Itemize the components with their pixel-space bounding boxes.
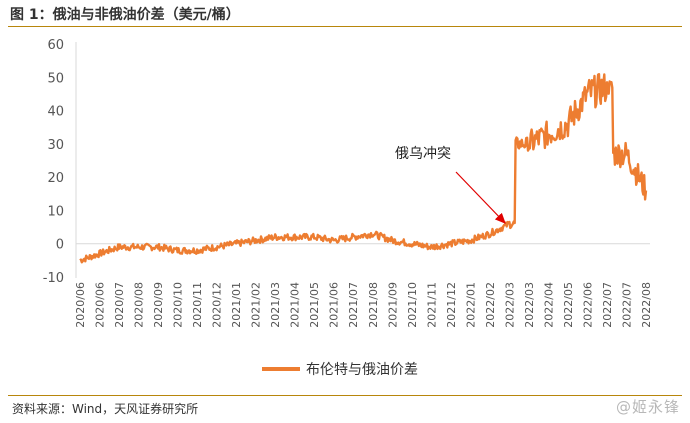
x-tick-label: 2020/06 bbox=[94, 282, 107, 328]
footer-rule bbox=[8, 395, 682, 396]
watermark: @姬永锋 bbox=[615, 398, 680, 416]
y-tick-label: -10 bbox=[43, 271, 64, 286]
annotation-arrow bbox=[455, 171, 506, 224]
x-tick-label: 2022/03 bbox=[503, 282, 516, 328]
x-tick-label: 2021/05 bbox=[308, 282, 321, 328]
x-tick-label: 2021/03 bbox=[269, 282, 282, 328]
x-tick-label: 2022/02 bbox=[484, 282, 497, 328]
x-tick-label: 2022/07 bbox=[601, 282, 614, 328]
x-tick-label: 2021/11 bbox=[425, 282, 438, 328]
x-tick-label: 2022/01 bbox=[464, 282, 477, 328]
y-tick-label: 30 bbox=[47, 138, 64, 153]
chart-title: 图 1：俄油与非俄油价差（美元/桶） bbox=[10, 7, 240, 23]
y-tick-label: 0 bbox=[56, 238, 64, 253]
x-tick-label: 2021/02 bbox=[250, 282, 263, 328]
x-tick-label: 2021/01 bbox=[230, 282, 243, 328]
x-tick-label: 2021/10 bbox=[406, 282, 419, 328]
x-tick-label: 2022/04 bbox=[542, 282, 555, 328]
chart-plot: 60 50 40 30 20 10 0 -10 2020/06 2020/06 2020/07 20… bbox=[43, 38, 653, 378]
legend-label: 布伦特与俄油价差 bbox=[306, 362, 418, 378]
x-tick-label: 2022/07 bbox=[620, 282, 633, 328]
x-tick-label: 2022/08 bbox=[640, 282, 653, 328]
x-tick-label: 2020/11 bbox=[191, 282, 204, 328]
x-tick-label: 2022/06 bbox=[581, 282, 594, 328]
y-tick-label: 40 bbox=[47, 105, 64, 120]
x-tick-label: 2021/12 bbox=[445, 282, 458, 328]
x-tick-label: 2020/09 bbox=[152, 282, 165, 328]
x-tick-label: 2021/08 bbox=[367, 282, 380, 328]
x-tick-label: 2021/06 bbox=[328, 282, 341, 328]
series-line-brent-russia-spread bbox=[79, 73, 648, 264]
annotation-label: 俄乌冲突 bbox=[395, 146, 451, 162]
x-tick-label: 2022/05 bbox=[562, 282, 575, 328]
y-tick-label: 10 bbox=[47, 204, 64, 219]
source-note: 资料来源：Wind，天风证券研究所 bbox=[12, 402, 199, 416]
y-tick-label: 60 bbox=[47, 38, 64, 53]
title-rule bbox=[8, 26, 682, 27]
x-tick-label: 2020/08 bbox=[133, 282, 146, 328]
y-tick-label: 50 bbox=[47, 71, 64, 86]
x-tick-label: 2020/10 bbox=[172, 282, 185, 328]
y-tick-label: 20 bbox=[47, 171, 64, 186]
x-tick-label: 2021/04 bbox=[289, 282, 302, 328]
x-tick-label: 2020/07 bbox=[113, 282, 126, 328]
x-tick-label: 2022/03 bbox=[523, 282, 536, 328]
x-tick-label: 2020/06 bbox=[74, 282, 87, 328]
x-tick-label: 2020/12 bbox=[211, 282, 224, 328]
x-tick-label: 2021/07 bbox=[347, 282, 360, 328]
x-tick-label: 2021/09 bbox=[386, 282, 399, 328]
